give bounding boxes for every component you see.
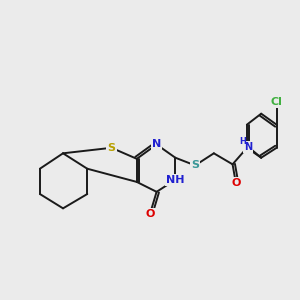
Text: O: O (231, 178, 241, 188)
Text: O: O (145, 209, 155, 219)
Text: NH: NH (166, 175, 184, 185)
Text: N: N (152, 140, 161, 149)
Text: S: S (191, 160, 199, 170)
Text: H: H (239, 137, 246, 146)
Text: N: N (244, 142, 252, 152)
Text: S: S (107, 143, 116, 153)
Text: Cl: Cl (271, 97, 283, 106)
